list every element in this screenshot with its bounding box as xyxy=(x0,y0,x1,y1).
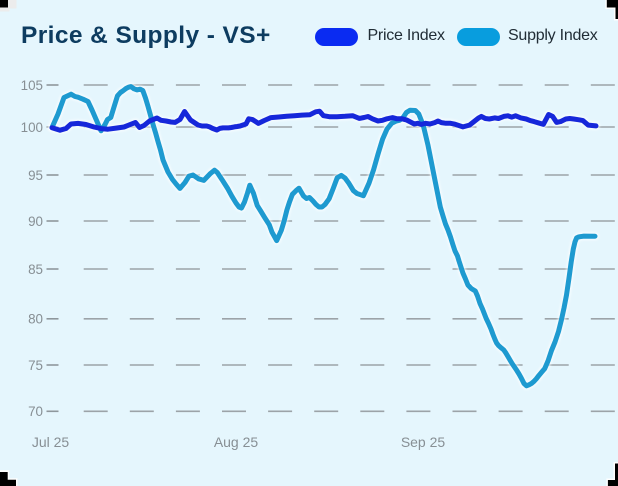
svg-text:75: 75 xyxy=(28,358,43,373)
svg-text:85: 85 xyxy=(28,262,43,277)
svg-text:Sep 25: Sep 25 xyxy=(401,434,446,450)
svg-text:95: 95 xyxy=(28,168,43,183)
svg-text:100: 100 xyxy=(21,120,43,135)
svg-text:105: 105 xyxy=(21,78,43,93)
svg-text:Jul 25: Jul 25 xyxy=(32,434,70,450)
svg-text:90: 90 xyxy=(28,214,43,229)
svg-text:70: 70 xyxy=(28,404,43,419)
svg-text:Aug 25: Aug 25 xyxy=(214,434,259,450)
svg-text:80: 80 xyxy=(28,312,43,327)
